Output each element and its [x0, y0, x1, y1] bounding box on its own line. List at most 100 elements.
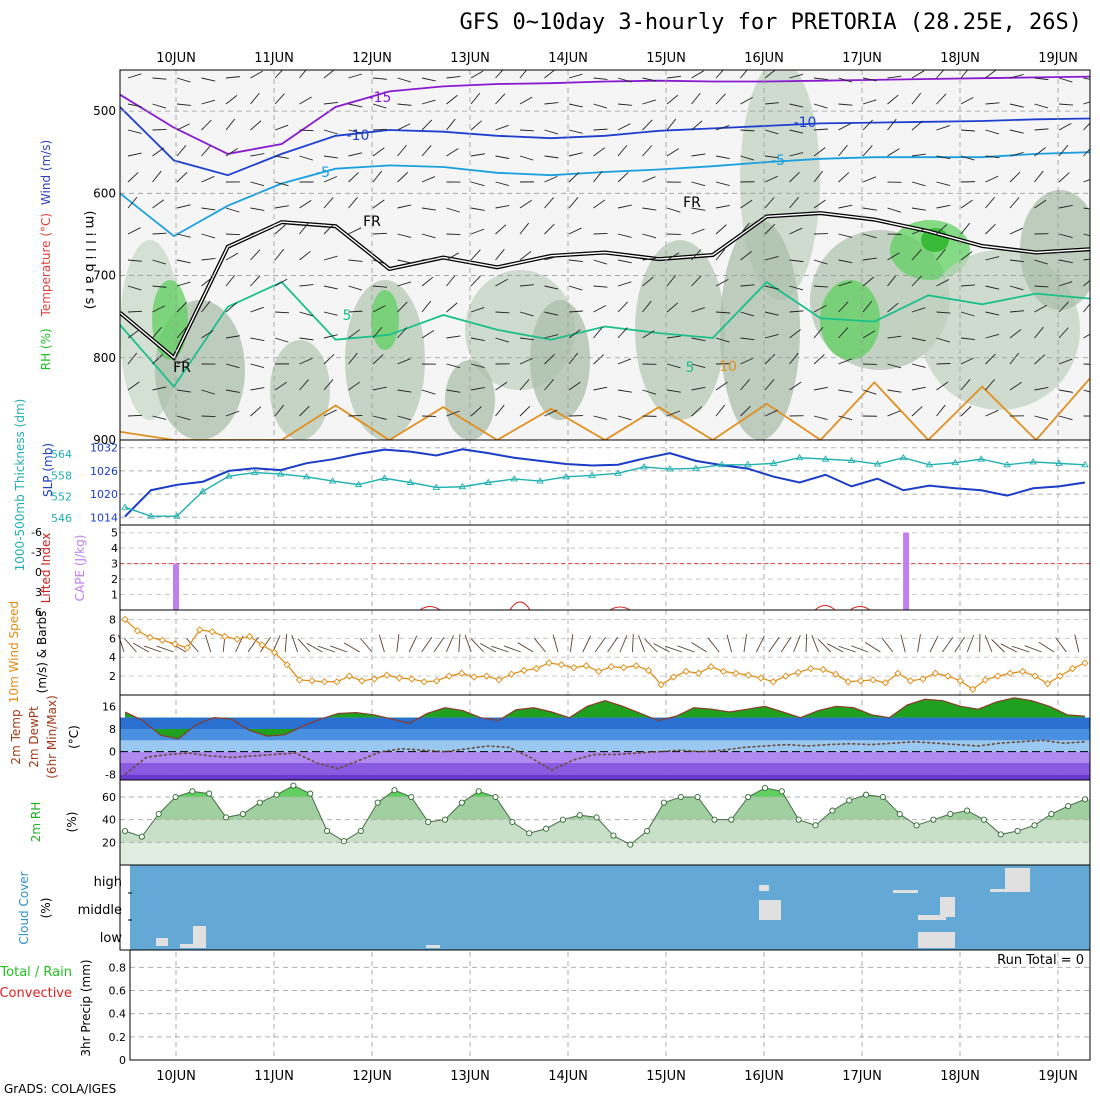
thickness-point	[432, 483, 441, 490]
wind-barb	[225, 207, 240, 213]
wind-barb	[1009, 152, 1024, 157]
wind-barb	[764, 334, 779, 339]
wind-barb	[985, 256, 1000, 261]
wind-barb	[1058, 281, 1073, 287]
wind-barb	[789, 381, 802, 391]
rh-blob	[371, 290, 399, 350]
surface-wind-barb	[881, 637, 894, 653]
wind-barb	[127, 196, 138, 209]
cape-bar	[903, 532, 910, 610]
wind-barb	[862, 300, 873, 313]
wind-barb	[201, 415, 216, 418]
wind-barb	[323, 197, 334, 209]
wind-barb	[617, 389, 632, 393]
rh-point	[947, 810, 954, 818]
wind-barb	[127, 73, 142, 79]
wind-barb	[1058, 204, 1073, 209]
wind-barb	[617, 259, 632, 264]
wind-barb	[348, 415, 363, 417]
wind-barb	[740, 222, 750, 235]
wind-barb	[764, 175, 778, 183]
rh-blob	[530, 300, 590, 420]
wind-barb	[1058, 103, 1073, 106]
wind-barb	[225, 335, 240, 339]
wind-barb	[1009, 259, 1024, 263]
wind-barb	[1034, 354, 1046, 365]
wind-barb	[372, 103, 387, 109]
thickness-point	[1055, 459, 1063, 466]
li-tick-label: 3	[35, 586, 42, 599]
wind-barb	[789, 310, 804, 313]
wind-barb	[299, 337, 314, 341]
wind-barb	[862, 176, 877, 183]
wind-barb	[911, 386, 926, 391]
wind-barb	[274, 311, 290, 314]
wind-barb	[960, 129, 975, 132]
wind-barb	[1009, 352, 1020, 365]
wind-barb	[1058, 233, 1073, 238]
wind-barb	[323, 255, 338, 261]
wind-barb	[274, 70, 284, 79]
wind-barb	[274, 205, 289, 209]
wind-barb	[152, 77, 167, 80]
surface-wind-barb	[653, 643, 670, 653]
cape-grid	[120, 532, 1090, 596]
wind-barb	[348, 352, 358, 365]
cloud-patch	[918, 932, 955, 948]
wind-barb	[176, 123, 190, 131]
wind-barb	[715, 155, 730, 160]
slp-tick-label: 1032	[90, 442, 118, 455]
wind-speed-point	[433, 677, 441, 685]
wind-barb	[1034, 103, 1049, 109]
wind-barb	[642, 176, 656, 183]
rh-point	[644, 827, 651, 835]
date-label-bottom: 17JUN	[842, 1069, 882, 1084]
date-label-top: 15JUN	[646, 51, 686, 66]
wind-barb	[617, 415, 632, 421]
wind-barb	[152, 103, 167, 109]
wind-barb	[372, 147, 385, 157]
rh-point	[408, 793, 415, 801]
contour-label: -10	[794, 115, 817, 131]
wind-barb	[544, 409, 558, 417]
wind-barb	[1083, 303, 1090, 313]
wind-barb	[813, 354, 825, 365]
rh-point	[223, 814, 230, 821]
wind-barb	[691, 363, 706, 368]
wind-barb	[250, 92, 260, 105]
wind-barb	[936, 155, 951, 160]
rh-point	[441, 816, 449, 823]
wind-barb	[740, 199, 753, 209]
rh-point	[155, 810, 162, 818]
wind-barb	[666, 389, 681, 393]
wind-barb	[519, 199, 532, 209]
wind-speed-point	[495, 676, 503, 684]
wind-barb	[421, 276, 434, 287]
wind-barb	[740, 96, 753, 105]
cloud-unit: (%)	[39, 898, 53, 919]
cape-tick-label: 3	[111, 558, 118, 571]
wind-barb	[372, 354, 384, 365]
rh-point	[761, 784, 769, 791]
wind-barb	[495, 205, 510, 209]
wind-barb	[127, 414, 143, 417]
wind-barb	[519, 222, 530, 235]
rh-line	[124, 785, 1086, 846]
wind-barb	[176, 103, 191, 106]
wind-barb	[519, 155, 534, 161]
wind-barb	[740, 284, 755, 287]
wind-barb	[421, 207, 436, 211]
wind-barb	[985, 311, 1000, 316]
wind-barb	[127, 285, 142, 291]
wind-barb	[495, 381, 508, 391]
wind-barb	[617, 204, 632, 209]
wind-barb	[936, 279, 950, 287]
wind-barb	[225, 252, 239, 261]
wind-barb	[862, 276, 875, 287]
wind-barb	[764, 379, 775, 391]
wind-barb	[838, 103, 853, 106]
temperature-line	[124, 697, 1086, 740]
precip-tick-label: 0	[119, 1054, 126, 1067]
cloud-patch	[156, 938, 168, 946]
wind-barb	[299, 379, 310, 391]
